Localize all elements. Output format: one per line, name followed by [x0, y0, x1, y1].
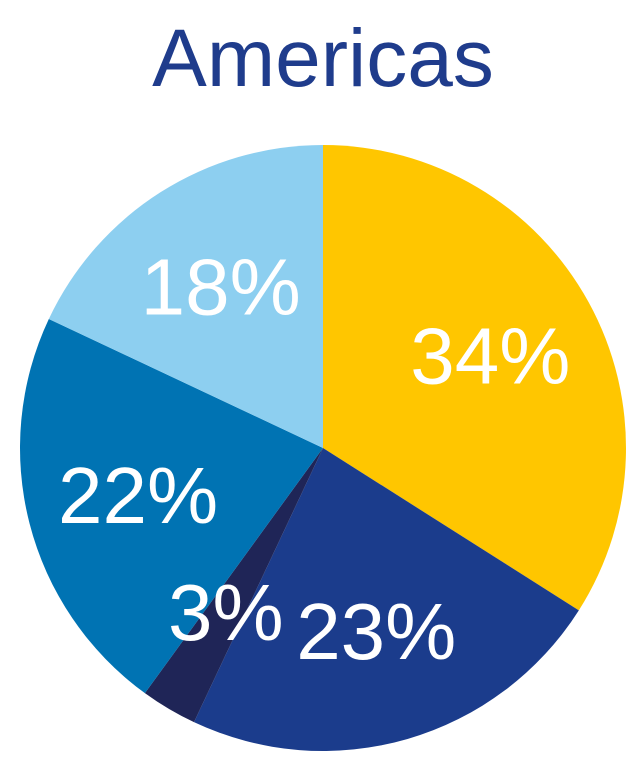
pie-slice — [19, 318, 324, 694]
slice-label: 3% — [168, 568, 284, 657]
slice-label: 23% — [296, 587, 456, 676]
pie-slice — [193, 448, 579, 752]
chart-title: Americas — [152, 13, 494, 104]
slice-label: 22% — [58, 451, 218, 540]
pie-slice — [323, 145, 627, 611]
pie-slice — [144, 448, 323, 723]
pie-slice — [48, 144, 323, 448]
slice-label: 34% — [410, 312, 570, 401]
slice-label: 18% — [141, 242, 301, 331]
